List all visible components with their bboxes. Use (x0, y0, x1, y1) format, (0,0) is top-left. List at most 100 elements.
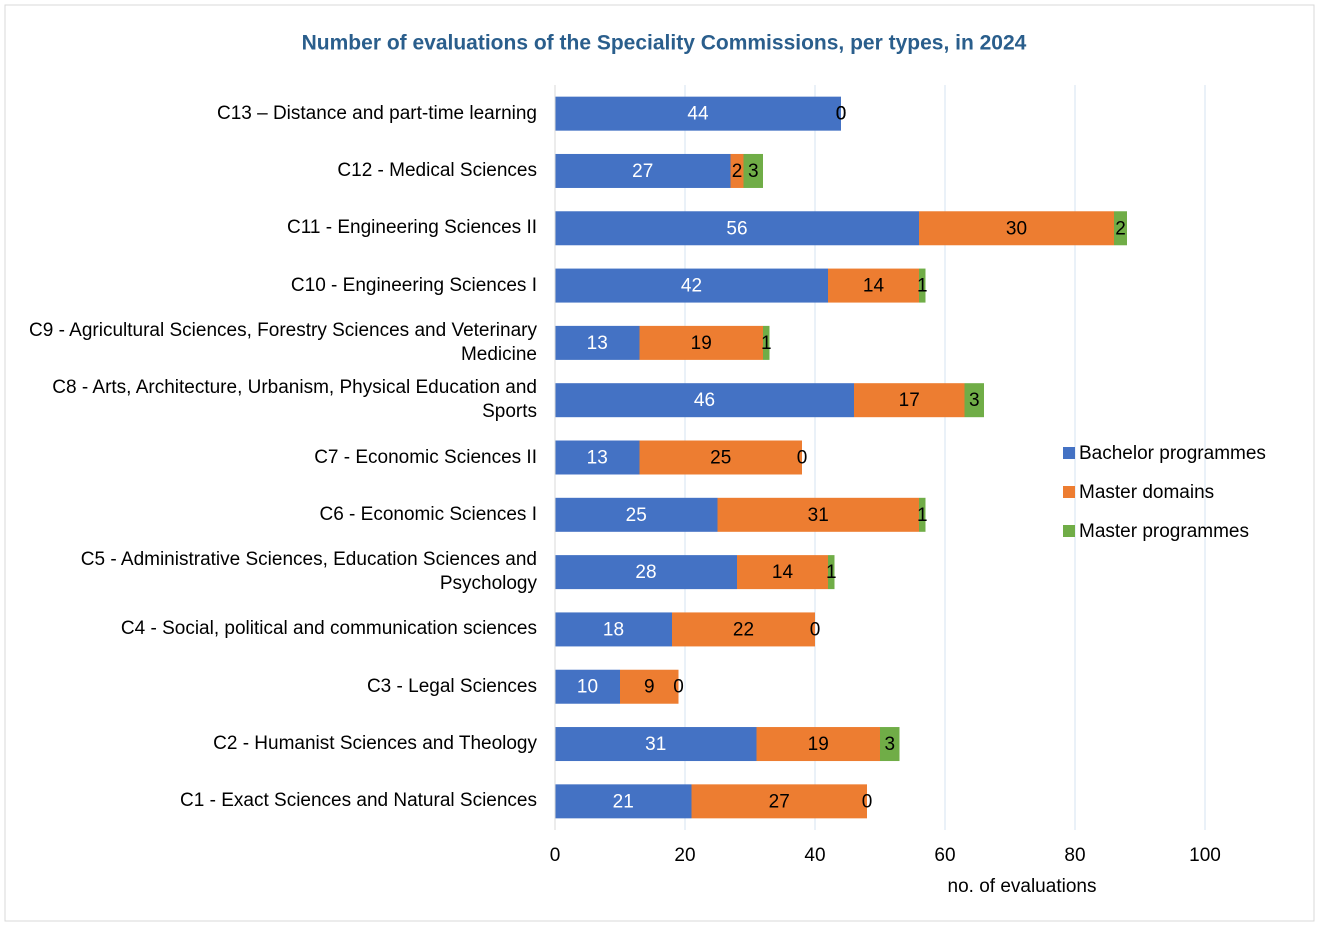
bar-segment (555, 555, 737, 590)
data-label: 18 (603, 619, 624, 640)
data-label: 0 (797, 448, 808, 469)
bar-segment (555, 784, 692, 819)
category-text: C12 - Medical Sciences (337, 159, 537, 181)
bar-segment (555, 612, 672, 647)
bar-segment (672, 612, 815, 647)
bar-segment (555, 669, 620, 704)
category-label: C1 - Exact Sciences and Natural Sciences (10, 773, 537, 829)
category-label: C7 - Economic Sciences II (10, 430, 537, 486)
bar-segment (1114, 211, 1127, 246)
category-text: C6 - Economic Sciences I (319, 503, 537, 525)
bar-segment (880, 727, 900, 762)
data-label: 21 (613, 791, 634, 812)
category-label: C8 - Arts, Architecture, Urbanism, Physi… (10, 372, 537, 428)
data-label: 28 (635, 562, 656, 583)
data-label: 3 (748, 161, 759, 182)
bar-segment (743, 153, 763, 188)
x-tick-label: 40 (804, 845, 825, 866)
category-text: C7 - Economic Sciences II (314, 446, 537, 468)
data-label: 56 (726, 218, 747, 239)
data-label: 25 (626, 505, 647, 526)
category-label: C11 - Engineering Sciences II (10, 200, 537, 256)
data-label: 19 (808, 734, 829, 755)
data-label: 9 (644, 677, 655, 698)
legend-label: Bachelor programmes (1079, 443, 1266, 464)
legend-swatch (1063, 486, 1075, 498)
data-label: 14 (863, 276, 885, 297)
x-tick-label: 100 (1189, 845, 1221, 866)
category-label: C13 – Distance and part-time learning (10, 86, 537, 142)
category-text: C8 - Arts, Architecture, Urbanism, Physi… (52, 377, 537, 423)
data-label: 1 (917, 505, 928, 526)
bar-segment (763, 325, 770, 360)
data-label: 42 (681, 276, 702, 297)
data-label: 22 (733, 619, 754, 640)
legend-swatch (1063, 525, 1075, 537)
data-label: 1 (917, 276, 928, 297)
data-label: 0 (836, 104, 847, 125)
data-label: 30 (1006, 218, 1027, 239)
x-tick-label: 20 (674, 845, 695, 866)
bar-segment (555, 153, 731, 188)
x-tick-label: 0 (550, 845, 561, 866)
legend-label: Master programmes (1079, 521, 1249, 542)
data-label: 13 (587, 333, 608, 354)
x-tick-label: 60 (934, 845, 955, 866)
bar-segment (555, 96, 841, 131)
bar-segment (828, 268, 919, 303)
data-label: 1 (761, 333, 772, 354)
chart-title: Number of evaluations of the Speciality … (302, 32, 1027, 55)
bar-segment (919, 268, 926, 303)
category-label: C2 - Humanist Sciences and Theology (10, 716, 537, 772)
bar-segment (555, 727, 757, 762)
bar-segment (691, 784, 867, 819)
bar-segment (555, 440, 640, 475)
bar-segment (854, 383, 965, 418)
bar-segment (919, 497, 926, 532)
bar-segment (639, 440, 802, 475)
data-label: 10 (577, 677, 598, 698)
category-text: C3 - Legal Sciences (366, 675, 537, 697)
bar-segment (756, 727, 880, 762)
category-label: C10 - Engineering Sciences I (10, 258, 537, 314)
bar-segment (620, 669, 679, 704)
category-text: C10 - Engineering Sciences I (290, 274, 537, 296)
legend-swatch (1063, 447, 1075, 459)
data-label: 31 (808, 505, 829, 526)
bar-segment (555, 268, 828, 303)
data-label: 3 (969, 390, 980, 411)
data-label: 0 (836, 104, 847, 125)
bar-segment (737, 555, 828, 590)
bar-segment (717, 497, 919, 532)
data-label: 27 (632, 161, 653, 182)
category-label: C12 - Medical Sciences (10, 143, 537, 199)
legend-label: Master domains (1079, 482, 1214, 503)
bar-segment (828, 555, 835, 590)
data-label: 46 (694, 390, 715, 411)
x-axis-title: no. of evaluations (948, 876, 1097, 897)
bar-segment (919, 211, 1114, 246)
data-label: 3 (884, 734, 895, 755)
bar-segment (730, 153, 744, 188)
data-label: 0 (673, 677, 684, 698)
category-text: C2 - Humanist Sciences and Theology (213, 733, 537, 755)
category-label: C4 - Social, political and communication… (10, 601, 537, 657)
x-tick-label: 80 (1064, 845, 1085, 866)
bar-segment (639, 325, 763, 360)
bar-segment (964, 383, 984, 418)
data-label: 31 (645, 734, 666, 755)
data-label: 2 (732, 161, 743, 182)
data-label: 44 (687, 104, 709, 125)
data-label: 0 (862, 791, 873, 812)
bar-segment (555, 211, 919, 246)
data-label: 14 (772, 562, 794, 583)
bar-segment (555, 383, 854, 418)
data-label: 1 (826, 562, 837, 583)
data-label: 27 (769, 791, 790, 812)
data-label: 13 (587, 448, 608, 469)
data-label: 2 (1115, 218, 1126, 239)
data-label: 25 (710, 448, 731, 469)
bar-segment (555, 325, 640, 360)
